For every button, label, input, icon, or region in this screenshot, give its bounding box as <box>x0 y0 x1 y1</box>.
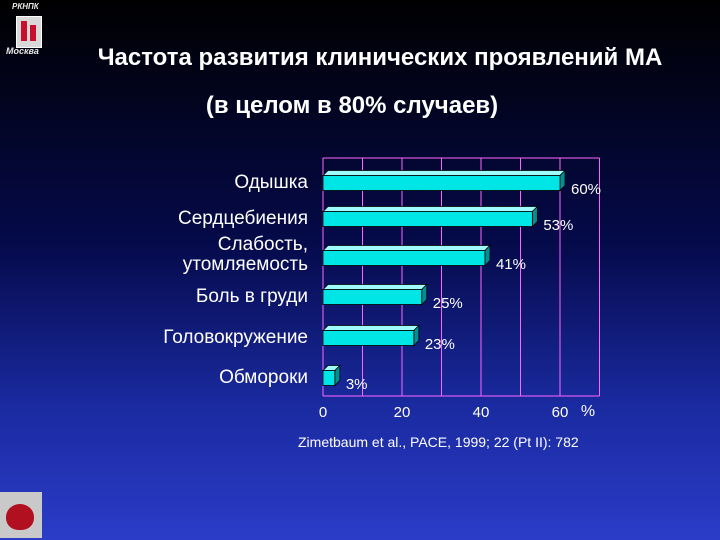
category-label: Слабость, утомляемость <box>8 235 308 275</box>
bar <box>322 289 423 305</box>
x-tick-label: 0 <box>319 404 327 421</box>
bar <box>322 175 561 191</box>
category-label: Одышка <box>8 173 308 193</box>
category-label: Головокружение <box>8 328 308 348</box>
citation: Zimetbaum et al., PACE, 1999; 22 (Pt II)… <box>298 434 579 450</box>
bar <box>322 370 336 386</box>
institute-logo: РКНПК Москва <box>6 2 46 62</box>
page-subtitle: (в целом в 80% случаев) <box>205 92 499 119</box>
category-label-line: Сердцебиения <box>178 208 308 229</box>
x-unit-label: % <box>581 403 595 420</box>
x-tick-label: 20 <box>394 404 411 421</box>
bar <box>322 330 415 346</box>
bar-top-face <box>322 206 539 212</box>
heart-icon <box>6 504 34 530</box>
category-label-line: Одышка <box>234 172 308 193</box>
category-label: Обмороки <box>8 368 308 388</box>
category-label-line: Обмороки <box>219 367 308 388</box>
category-label-line: Слабость, <box>217 234 308 255</box>
heart-logo <box>0 492 42 538</box>
category-label-line: Боль в груди <box>195 286 308 307</box>
data-label: 3% <box>346 376 368 393</box>
category-label: Сердцебиения <box>8 209 308 229</box>
logo-city-text: Москва <box>6 46 39 56</box>
data-label: 23% <box>425 336 455 353</box>
page-title: Частота развития клинических проявлений … <box>97 44 663 71</box>
bar <box>322 250 486 266</box>
x-tick-label: 40 <box>473 404 490 421</box>
x-tick-label: 60 <box>552 404 569 421</box>
data-label: 25% <box>433 295 463 312</box>
logo-mark-icon <box>16 16 42 48</box>
bar-top-face <box>322 170 566 176</box>
data-label: 41% <box>496 256 526 273</box>
bar <box>322 211 533 227</box>
category-label-line: Головокружение <box>163 327 308 348</box>
category-label: Боль в груди <box>8 287 308 307</box>
category-label-line: утомляемость <box>182 254 308 275</box>
logo-org-text: РКНПК <box>12 2 39 11</box>
data-label: 53% <box>543 217 573 234</box>
data-label: 60% <box>571 181 601 198</box>
bar-top-face <box>322 325 420 331</box>
bar-top-face <box>322 284 428 290</box>
bar-top-face <box>322 245 491 251</box>
